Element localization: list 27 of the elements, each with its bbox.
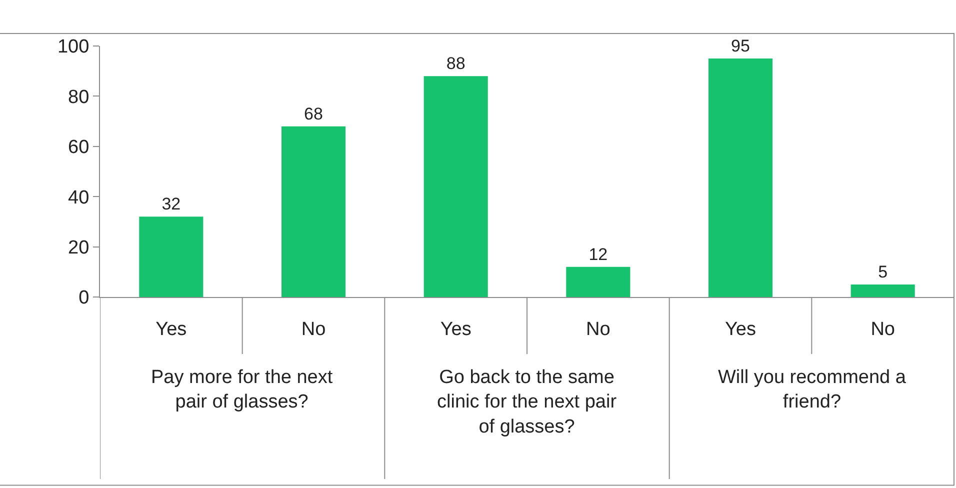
data-label: 95 [731,36,750,56]
x-tick-label: No [870,318,895,340]
bar [139,216,204,297]
text: Will you recommend a friend? [718,367,906,413]
y-tick-label: 60 [68,137,90,158]
text: Pay more for the next pair of glasses? [151,367,334,413]
y-tick-label: 0 [78,288,90,309]
y-tick-label: 20 [68,237,90,258]
bar [850,284,915,297]
data-label: 5 [878,262,888,282]
bar [566,266,630,297]
data-label: 68 [304,104,323,124]
x-tick-label: No [586,318,610,340]
y-tick-label: 80 [68,86,90,108]
data-label: 32 [162,194,181,214]
x-tick-label: No [301,318,326,340]
bar [281,126,346,297]
x-tick-label: Yes [725,318,756,340]
y-tick-label: 40 [68,187,90,208]
x-tick-label: Yes [440,318,472,340]
data-label: 12 [588,244,608,264]
text: Go back to the same clinic for the next pair of glasses? [437,367,618,438]
data-label: 88 [446,54,466,74]
bar [424,76,488,297]
bar [708,58,773,297]
y-tick-label: 100 [57,36,90,58]
x-tick-label: Yes [156,318,187,340]
